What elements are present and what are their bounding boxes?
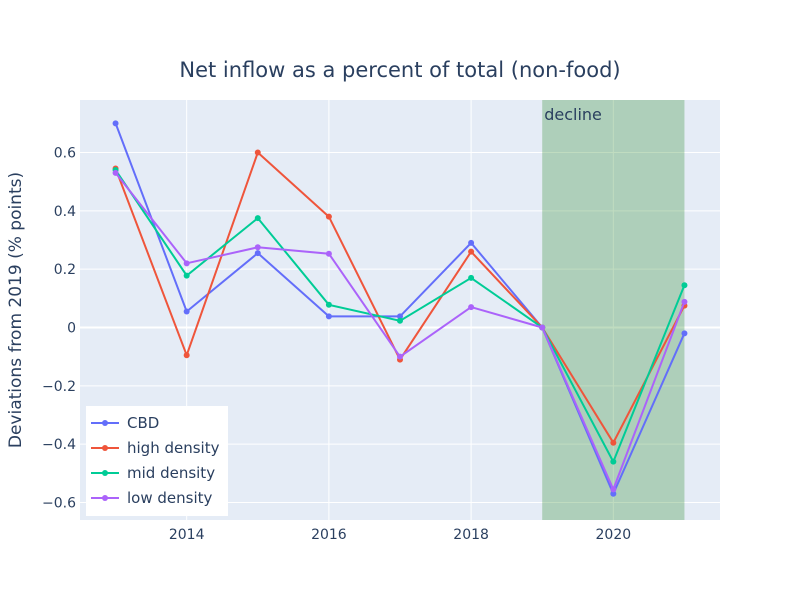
data-point-cbd[interactable] bbox=[610, 490, 617, 497]
legend-marker-swatch bbox=[102, 445, 108, 451]
decline-region-label: decline bbox=[544, 105, 602, 124]
data-point-cbd[interactable] bbox=[681, 330, 688, 337]
legend-item-low-density[interactable]: low density bbox=[91, 489, 213, 507]
legend-label: high density bbox=[127, 439, 220, 457]
data-point-high-density[interactable] bbox=[183, 352, 190, 359]
legend-item-high-density[interactable]: high density bbox=[91, 439, 220, 457]
legend-marker-swatch bbox=[102, 420, 108, 426]
data-point-low-density[interactable] bbox=[183, 260, 190, 267]
data-point-mid-density[interactable] bbox=[325, 301, 332, 308]
shaded-region-layer: decline bbox=[542, 100, 685, 520]
data-point-cbd[interactable] bbox=[254, 250, 261, 257]
data-point-high-density[interactable] bbox=[325, 213, 332, 220]
y-axis-label: Deviations from 2019 (% points) bbox=[6, 172, 26, 448]
y-tick-label: −0.4 bbox=[42, 437, 76, 453]
legend-marker-swatch bbox=[102, 470, 108, 476]
x-tick-label: 2016 bbox=[311, 527, 347, 543]
series-low-density bbox=[112, 169, 688, 493]
data-point-low-density[interactable] bbox=[539, 324, 546, 331]
data-point-low-density[interactable] bbox=[681, 298, 688, 305]
data-point-cbd[interactable] bbox=[183, 308, 190, 315]
series-mid-density bbox=[112, 167, 688, 465]
y-tick-label: 0.6 bbox=[54, 146, 76, 162]
data-point-mid-density[interactable] bbox=[468, 274, 475, 281]
y-tick-label: 0 bbox=[67, 321, 76, 337]
legend-item-cbd[interactable]: CBD bbox=[91, 414, 159, 432]
data-point-low-density[interactable] bbox=[468, 304, 475, 311]
legend-marker-swatch bbox=[102, 495, 108, 501]
axis-labels: 2014 2016 2018 2020 −0.6 −0.4 −0.2 0 0.2 0.4 0.6 bbox=[42, 146, 631, 544]
legend[interactable]: CBD high density mid density low density bbox=[86, 406, 228, 516]
legend-label: CBD bbox=[127, 414, 159, 432]
data-point-cbd[interactable] bbox=[468, 239, 475, 246]
legend-label: mid density bbox=[127, 464, 215, 482]
legend-item-mid-density[interactable]: mid density bbox=[91, 464, 215, 482]
data-point-high-density[interactable] bbox=[254, 149, 261, 156]
x-tick-label: 2020 bbox=[596, 527, 632, 543]
data-point-high-density[interactable] bbox=[610, 439, 617, 446]
x-tick-label: 2018 bbox=[453, 527, 489, 543]
data-point-low-density[interactable] bbox=[325, 250, 332, 257]
chart-title: Net inflow as a percent of total (non-fo… bbox=[179, 58, 620, 82]
data-point-cbd[interactable] bbox=[112, 120, 119, 127]
data-point-mid-density[interactable] bbox=[183, 272, 190, 279]
data-point-cbd[interactable] bbox=[397, 313, 403, 320]
y-tick-label: −0.6 bbox=[42, 496, 76, 512]
data-point-low-density[interactable] bbox=[112, 169, 119, 176]
data-point-mid-density[interactable] bbox=[681, 282, 688, 289]
series-layer bbox=[112, 120, 688, 497]
data-point-cbd[interactable] bbox=[325, 313, 332, 320]
data-point-mid-density[interactable] bbox=[254, 215, 261, 222]
data-point-low-density[interactable] bbox=[254, 244, 261, 251]
data-point-low-density[interactable] bbox=[397, 353, 403, 360]
data-point-mid-density[interactable] bbox=[397, 317, 403, 324]
y-tick-label: 0.2 bbox=[54, 262, 76, 278]
y-tick-label: −0.2 bbox=[42, 379, 76, 395]
data-point-mid-density[interactable] bbox=[610, 458, 617, 465]
data-point-low-density[interactable] bbox=[610, 486, 617, 493]
y-tick-label: 0.4 bbox=[54, 204, 76, 220]
data-point-high-density[interactable] bbox=[468, 248, 475, 255]
x-tick-label: 2014 bbox=[169, 527, 205, 543]
legend-label: low density bbox=[127, 489, 213, 507]
decline-region bbox=[542, 100, 685, 520]
